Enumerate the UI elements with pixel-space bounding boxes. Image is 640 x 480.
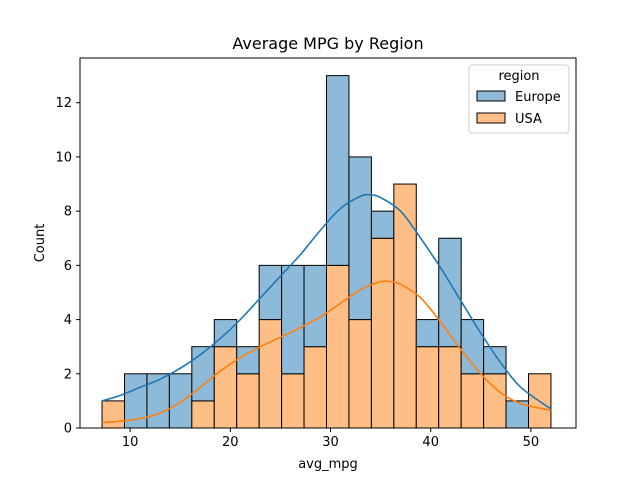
bar-europe <box>258 264 283 321</box>
y-tick-label: 10 <box>55 150 72 165</box>
bar-usa <box>258 319 283 429</box>
y-tick-label: 8 <box>64 205 72 220</box>
x-tick-label: 40 <box>422 435 439 450</box>
chart-title: Average MPG by Region <box>232 34 423 53</box>
y-tick-label: 6 <box>64 259 72 274</box>
legend-label-europe: Europe <box>515 90 561 105</box>
kde-line-europe <box>101 193 552 410</box>
x-tick-label: 30 <box>322 435 339 450</box>
bar-usa <box>101 400 125 429</box>
kde-layer <box>101 193 552 424</box>
bar-usa <box>281 373 305 429</box>
y-axis: 0 2 4 6 8 10 12 <box>55 96 80 437</box>
bar-europe <box>483 346 507 375</box>
x-tick-label: 20 <box>222 435 239 450</box>
bar-usa <box>191 400 215 429</box>
bar-usa <box>393 183 417 429</box>
bar-europe <box>415 319 440 348</box>
bar-europe <box>460 319 485 375</box>
x-tick-label: 50 <box>523 435 540 450</box>
y-tick-label: 12 <box>55 96 72 111</box>
bar-europe <box>236 346 260 375</box>
x-axis-label: avg_mpg <box>298 457 358 472</box>
bar-usa <box>370 237 395 429</box>
bar-usa <box>415 346 440 429</box>
bar-usa <box>348 319 372 429</box>
bar-usa <box>438 346 462 429</box>
bar-usa <box>213 346 238 429</box>
bar-usa <box>303 346 327 429</box>
legend: region Europe USA <box>468 64 570 134</box>
bar-europe <box>370 210 395 239</box>
bar-europe <box>168 373 193 429</box>
bar-usa <box>483 373 507 429</box>
bar-usa <box>460 373 485 429</box>
bar-europe <box>146 373 170 429</box>
y-tick-label: 0 <box>64 422 72 437</box>
bar-europe <box>191 346 215 402</box>
y-tick-label: 4 <box>64 313 72 328</box>
x-axis: 10 20 30 40 50 <box>122 428 539 450</box>
legend-swatch-usa <box>476 112 506 124</box>
bar-europe <box>438 237 462 348</box>
legend-label-usa: USA <box>515 112 542 127</box>
legend-title: region <box>498 69 539 84</box>
x-tick-label: 10 <box>122 435 139 450</box>
bar-europe <box>281 264 305 375</box>
kde-line-usa <box>101 280 552 424</box>
plot-frame <box>79 57 577 429</box>
y-tick-label: 2 <box>64 367 72 382</box>
bar-europe <box>303 264 327 348</box>
legend-swatch-europe <box>476 90 506 102</box>
bar-usa <box>236 373 260 429</box>
bar-europe <box>325 75 350 266</box>
bar-usa <box>325 264 350 429</box>
y-axis-label: Count <box>33 224 48 263</box>
bars-layer <box>101 75 552 429</box>
